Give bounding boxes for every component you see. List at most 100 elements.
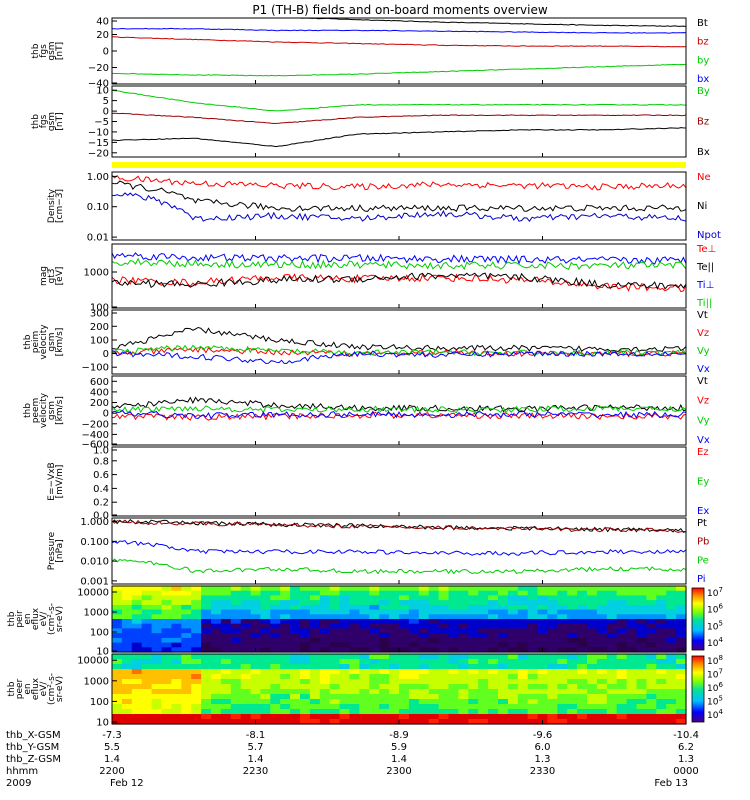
spectrogram-cell	[428, 590, 440, 596]
spectrogram-cell	[211, 654, 222, 660]
spectrogram-cell	[596, 642, 608, 648]
spectrogram-cell	[438, 714, 450, 720]
spectrogram-cell	[537, 664, 549, 670]
spectrogram-cell	[676, 642, 687, 648]
spectrogram-cell	[240, 614, 252, 620]
spectrogram-cell	[458, 633, 469, 639]
spectrogram-cell	[498, 714, 509, 720]
spectrogram-cell	[309, 694, 321, 700]
spectrogram-cell	[577, 600, 588, 606]
spectrogram-cell	[250, 699, 262, 705]
spectrogram-cell	[230, 709, 242, 715]
spectrogram-cell	[151, 719, 163, 725]
spectrogram-cell	[418, 654, 430, 660]
spectrogram-cell	[240, 637, 252, 644]
spectrogram-cell	[369, 628, 380, 634]
spectrogram-cell	[666, 679, 677, 685]
spectrogram-cell	[211, 614, 222, 620]
spectrogram-cell	[527, 642, 539, 648]
spectrogram-cell	[260, 623, 271, 629]
series-line-Vt	[111, 396, 687, 413]
spectrogram-cell	[309, 614, 321, 620]
spectrogram-cell	[369, 659, 380, 665]
spectrogram-cell	[112, 642, 123, 648]
spectrogram-cell	[319, 684, 331, 690]
y-tick-label: 0.0	[93, 511, 109, 522]
spectrogram-cell	[567, 647, 578, 653]
spectrogram-cell	[458, 604, 469, 611]
spectrogram-cell	[389, 623, 400, 629]
spectrogram-cell	[646, 659, 657, 665]
spectrogram-cell	[339, 714, 351, 720]
spectrogram-cell	[280, 600, 291, 606]
spectrogram-cell	[577, 659, 588, 665]
spectrogram-cell	[567, 674, 578, 680]
spectrogram-cell	[626, 604, 638, 611]
spectrogram-cell	[606, 694, 618, 700]
spectrogram-cell	[250, 623, 262, 629]
spectrogram-cell	[309, 709, 321, 715]
spectrogram-cell	[517, 623, 529, 629]
spectrogram-cell	[438, 637, 450, 644]
spectrogram-cell	[418, 633, 430, 639]
x-row-value: 2330	[530, 766, 555, 777]
spectrogram-cell	[557, 633, 568, 639]
spectrogram-cell	[211, 609, 222, 615]
spectrogram-cell	[547, 614, 558, 620]
spectrogram-cell	[656, 694, 667, 700]
spectrogram-cell	[478, 684, 489, 690]
spectrogram-cell	[646, 699, 657, 705]
spectrogram-cell	[399, 623, 410, 629]
spectrogram-cell	[319, 719, 331, 725]
spectrogram-cell	[250, 604, 262, 611]
spectrogram-cell	[339, 623, 351, 629]
spectrogram-cell	[547, 659, 558, 665]
spectrogram-cell	[399, 664, 410, 670]
spectrogram-cell	[300, 719, 311, 725]
spectrogram-cell	[428, 719, 440, 725]
spectrogram-cell	[300, 609, 311, 615]
spectrogram-cell	[616, 623, 628, 629]
spectrogram-cell	[418, 600, 430, 606]
spectrogram-cell	[507, 674, 519, 680]
spectrogram-cell	[151, 699, 163, 705]
spectrogram-cell	[428, 664, 440, 670]
spectrogram-cell	[220, 604, 232, 611]
spectrogram-cell	[270, 664, 281, 670]
spectrogram-cell	[181, 694, 192, 700]
spectrogram-cell	[488, 604, 499, 611]
spectrogram-cell	[290, 604, 301, 611]
spectrogram-cell	[587, 694, 598, 700]
spectrogram-cell	[339, 669, 351, 675]
series-line-by	[111, 63, 687, 77]
spectrogram-cell	[596, 623, 608, 629]
spectrogram-cell	[676, 679, 687, 685]
spectrogram-cell	[260, 604, 271, 611]
y-tick-label: 0.2	[93, 498, 109, 509]
spectrogram-cell	[379, 669, 390, 675]
spectrogram-cell	[161, 595, 172, 601]
spectrogram-cell	[408, 684, 420, 690]
spectrogram-cell	[250, 628, 262, 634]
spectrogram-cell	[606, 604, 618, 611]
spectrogram-cell	[181, 669, 192, 675]
spectrogram-cell	[587, 647, 598, 653]
y-axis-label: [cm−3]	[55, 189, 65, 223]
spectrogram-cell	[438, 674, 450, 680]
spectrogram-cell	[181, 654, 192, 660]
spectrogram-cell	[646, 719, 657, 725]
spectrogram-cell	[517, 647, 529, 653]
spectrogram-cell	[191, 714, 202, 720]
spectrogram-cell	[220, 694, 232, 700]
y-axis-label: peim	[31, 331, 41, 354]
spectrogram-cell	[577, 609, 588, 615]
spectrogram-cell	[201, 628, 212, 634]
spectrogram-cell	[121, 664, 133, 670]
spectrogram-cell	[606, 609, 618, 615]
spectrogram-cell	[359, 642, 370, 648]
spectrogram-cell	[201, 709, 212, 715]
spectrogram-cell	[557, 684, 568, 690]
spectrogram-cell	[260, 669, 271, 675]
spectrogram-cell	[389, 619, 400, 625]
spectrogram-cell	[587, 642, 598, 648]
